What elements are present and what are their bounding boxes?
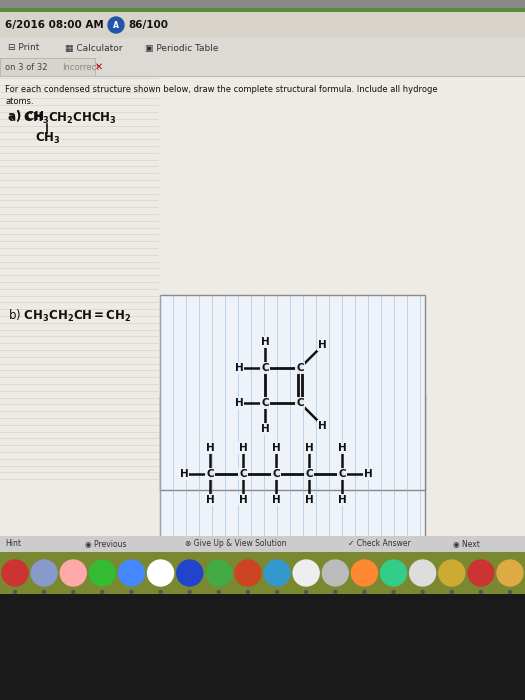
Text: ⊟ Print: ⊟ Print [8, 43, 39, 52]
Text: H: H [206, 443, 214, 453]
Text: C: C [305, 469, 313, 479]
Circle shape [72, 591, 75, 594]
FancyBboxPatch shape [160, 395, 425, 555]
FancyBboxPatch shape [0, 58, 525, 76]
Text: 86/100: 86/100 [128, 20, 168, 30]
Text: b) $\mathbf{CH_3CH_2CH=CH_2}$: b) $\mathbf{CH_3CH_2CH=CH_2}$ [8, 308, 132, 324]
Circle shape [148, 560, 174, 586]
Circle shape [108, 17, 124, 33]
Text: C: C [206, 469, 214, 479]
FancyBboxPatch shape [160, 295, 425, 490]
Circle shape [43, 591, 46, 594]
Text: ⊗ Give Up & View Solution: ⊗ Give Up & View Solution [185, 540, 287, 549]
Circle shape [363, 591, 366, 594]
Circle shape [410, 560, 436, 586]
Text: $\mathbf{CH_3}$: $\mathbf{CH_3}$ [35, 131, 60, 146]
Text: H: H [239, 495, 247, 505]
Text: H: H [239, 443, 247, 453]
FancyBboxPatch shape [0, 76, 525, 536]
Text: C: C [296, 363, 304, 373]
Circle shape [235, 560, 261, 586]
Text: ▣ Periodic Table: ▣ Periodic Table [145, 43, 218, 52]
Circle shape [217, 591, 220, 594]
Circle shape [322, 560, 348, 586]
FancyBboxPatch shape [0, 58, 95, 76]
Text: For each condensed structure shown below, draw the complete structural formula. : For each condensed structure shown below… [5, 85, 438, 94]
Circle shape [188, 591, 191, 594]
Circle shape [421, 591, 424, 594]
Text: H: H [318, 340, 327, 351]
Circle shape [439, 560, 465, 586]
Text: atoms.: atoms. [5, 97, 34, 106]
Text: C: C [338, 469, 346, 479]
Circle shape [450, 591, 453, 594]
Text: H: H [364, 469, 372, 479]
Text: C: C [239, 469, 247, 479]
Circle shape [334, 591, 337, 594]
FancyBboxPatch shape [0, 12, 525, 38]
Text: C: C [272, 469, 280, 479]
Text: ✕: ✕ [95, 62, 103, 72]
Text: on 3 of 32: on 3 of 32 [5, 62, 47, 71]
Circle shape [264, 560, 290, 586]
Circle shape [119, 560, 144, 586]
Text: 6/2016 08:00 AM: 6/2016 08:00 AM [5, 20, 104, 30]
Text: ▦ Calculator: ▦ Calculator [65, 43, 122, 52]
Text: H: H [271, 443, 280, 453]
FancyBboxPatch shape [0, 536, 525, 552]
Circle shape [509, 591, 511, 594]
Circle shape [304, 591, 308, 594]
Text: A: A [113, 20, 119, 29]
Text: H: H [235, 398, 244, 408]
Circle shape [101, 591, 104, 594]
Text: H: H [235, 363, 244, 373]
Text: H: H [304, 495, 313, 505]
Text: ✓ Check Answer: ✓ Check Answer [348, 540, 411, 549]
Text: H: H [180, 469, 188, 479]
Circle shape [60, 560, 86, 586]
Text: H: H [260, 337, 269, 347]
Circle shape [392, 591, 395, 594]
Text: H: H [338, 443, 346, 453]
Text: H: H [260, 424, 269, 434]
Circle shape [381, 560, 406, 586]
Circle shape [89, 560, 116, 586]
Circle shape [293, 560, 319, 586]
Circle shape [130, 591, 133, 594]
Circle shape [2, 560, 28, 586]
Circle shape [14, 591, 16, 594]
Text: H: H [318, 421, 327, 430]
Text: H: H [206, 495, 214, 505]
Circle shape [479, 591, 482, 594]
Circle shape [468, 560, 494, 586]
FancyBboxPatch shape [0, 552, 525, 594]
Text: a) $\mathbf{CH_3CH_2CHCH_3}$: a) $\mathbf{CH_3CH_2CHCH_3}$ [8, 110, 117, 126]
Text: H: H [338, 495, 346, 505]
Text: C: C [261, 398, 269, 408]
Text: C: C [296, 398, 304, 408]
Circle shape [159, 591, 162, 594]
Circle shape [497, 560, 523, 586]
Text: Incorrect: Incorrect [62, 62, 100, 71]
Text: H: H [271, 495, 280, 505]
Text: a) CH: a) CH [8, 110, 44, 123]
FancyBboxPatch shape [0, 0, 525, 8]
Text: ◉ Next: ◉ Next [453, 540, 480, 549]
Circle shape [206, 560, 232, 586]
Circle shape [246, 591, 249, 594]
FancyBboxPatch shape [0, 594, 525, 700]
FancyBboxPatch shape [0, 38, 525, 58]
Text: C: C [261, 363, 269, 373]
Text: H: H [304, 443, 313, 453]
Circle shape [31, 560, 57, 586]
FancyBboxPatch shape [0, 8, 525, 12]
Circle shape [276, 591, 279, 594]
Circle shape [177, 560, 203, 586]
Text: ◉ Previous: ◉ Previous [85, 540, 127, 549]
Circle shape [351, 560, 377, 586]
Text: Hint: Hint [5, 540, 21, 549]
